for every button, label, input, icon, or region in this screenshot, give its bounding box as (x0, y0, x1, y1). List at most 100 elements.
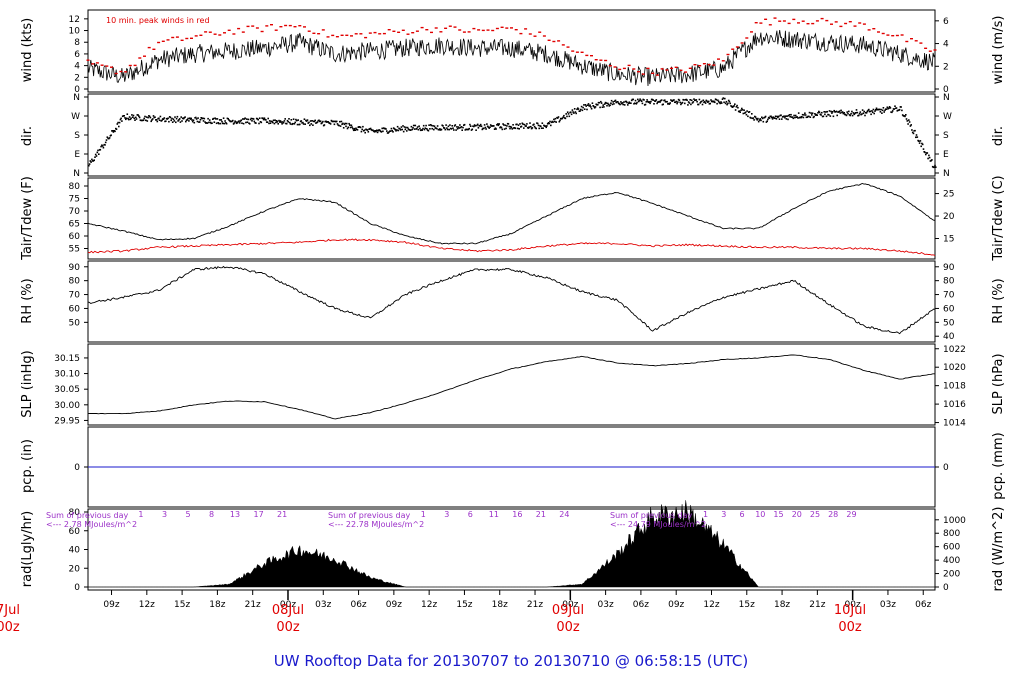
peak-wind-mark (500, 26, 504, 28)
wind-direction-point (818, 111, 821, 114)
wind-direction-point (361, 128, 363, 131)
wind-direction-point (627, 102, 630, 104)
wind-direction-point (196, 120, 199, 123)
wind-direction-point (527, 127, 530, 129)
wind-direction-point (509, 127, 511, 130)
wind-direction-point (497, 124, 500, 127)
wind-direction-point (898, 108, 901, 111)
wind-direction-point (367, 131, 370, 133)
wind-direction-point (403, 126, 406, 128)
wind-direction-point (674, 101, 677, 104)
wind-direction-point (353, 127, 356, 130)
wind-direction-point (880, 108, 882, 111)
wind-direction-point (764, 116, 766, 119)
rh-right-tick-label: 40 (943, 332, 955, 342)
peak-wind-mark (124, 71, 128, 73)
wind-direction-point (507, 123, 510, 125)
wind-direction-point (396, 129, 398, 131)
wind-direction-point (921, 143, 924, 146)
wind-direction-point (900, 106, 902, 108)
rad-left-label: rad(Lgly/hr) (20, 511, 35, 587)
wind-direction-point (360, 130, 363, 133)
wind-direction-point (795, 116, 798, 118)
wind-direction-point (91, 158, 93, 161)
wind-left-tick-label: 10 (69, 27, 81, 37)
wind-direction-point (339, 120, 341, 123)
wind-direction-point (355, 127, 357, 130)
wind-direction-point (621, 102, 624, 104)
peak-wind-mark (340, 34, 344, 36)
wind-direction-point (309, 124, 311, 127)
wind-direction-point (536, 122, 539, 125)
wind-direction-point (398, 127, 400, 130)
wind-direction-point (575, 112, 577, 115)
wind-direction-point (853, 113, 855, 116)
wind-direction-point (461, 129, 463, 131)
wind-direction-point (623, 101, 625, 103)
temp-left-tick-label: 70 (69, 207, 81, 217)
wind-direction-point (172, 118, 175, 120)
peak-wind-mark (448, 25, 452, 27)
peak-wind-mark (260, 30, 264, 33)
peak-wind-mark (133, 64, 137, 67)
wind-direction-point (195, 118, 198, 120)
wind-direction-point (404, 128, 407, 131)
wind-direction-point (110, 134, 112, 136)
wind-direction-point (552, 121, 554, 123)
peak-wind-mark (665, 69, 669, 71)
wind-direction-point (640, 100, 643, 102)
wind-direction-point (517, 124, 520, 126)
rad-hour-label: 5 (185, 510, 190, 519)
wind-direction-point (115, 128, 118, 130)
wind-direction-point (829, 115, 832, 117)
wind-direction-point (232, 119, 234, 122)
wind-direction-point (834, 111, 836, 113)
slp-right-tick-label: 1018 (943, 382, 966, 392)
wind-direction-point (456, 126, 458, 128)
peak-wind-mark (486, 29, 490, 31)
wind-direction-point (448, 128, 450, 131)
wind-direction-point (600, 102, 603, 104)
wind-direction-point (820, 114, 822, 116)
wind-direction-point (697, 103, 700, 106)
wind-direction-point (589, 104, 591, 106)
wind-direction-point (190, 117, 192, 120)
wind-direction-point (250, 117, 253, 120)
wind-direction-point (439, 128, 441, 130)
wind-direction-point (130, 117, 132, 120)
wind-direction-point (456, 128, 459, 130)
wind-direction-point (784, 115, 787, 117)
wind-direction-point (720, 101, 722, 103)
rad-left-tick-label: 80 (69, 508, 81, 518)
wind-direction-point (630, 99, 633, 102)
wind-direction-point (894, 105, 896, 107)
wind-direction-point (587, 104, 589, 106)
wind-direction-point (918, 142, 921, 144)
x-tick-label: 06z (633, 600, 649, 610)
wind-direction-point (811, 114, 813, 116)
wind-direction-point (279, 120, 282, 122)
wind-direction-point (868, 108, 870, 111)
wind-direction-point (710, 99, 712, 101)
peak-wind-mark (895, 34, 899, 37)
wind-direction-point (800, 116, 802, 119)
wind-direction-point (771, 116, 773, 119)
wind-direction-point (580, 108, 582, 111)
wind-direction-point (742, 112, 745, 115)
wind-direction-point (458, 127, 460, 129)
wind-direction-point (562, 116, 564, 119)
wind-direction-point (293, 123, 296, 125)
wind-direction-point (329, 123, 332, 125)
peak-wind-mark (194, 35, 198, 37)
wind-direction-point (519, 123, 521, 125)
wind-direction-point (88, 164, 90, 167)
x-tick-label: 15z (174, 600, 190, 610)
wind-direction-point (204, 121, 206, 123)
peak-wind-mark (815, 20, 819, 22)
peak-wind-mark (368, 32, 372, 34)
wind-direction-point (828, 114, 830, 116)
wind-left-tick-label: 4 (74, 62, 80, 72)
wind-direction-point (645, 101, 648, 103)
wind-direction-point (179, 121, 182, 123)
peak-wind-mark (797, 22, 800, 24)
